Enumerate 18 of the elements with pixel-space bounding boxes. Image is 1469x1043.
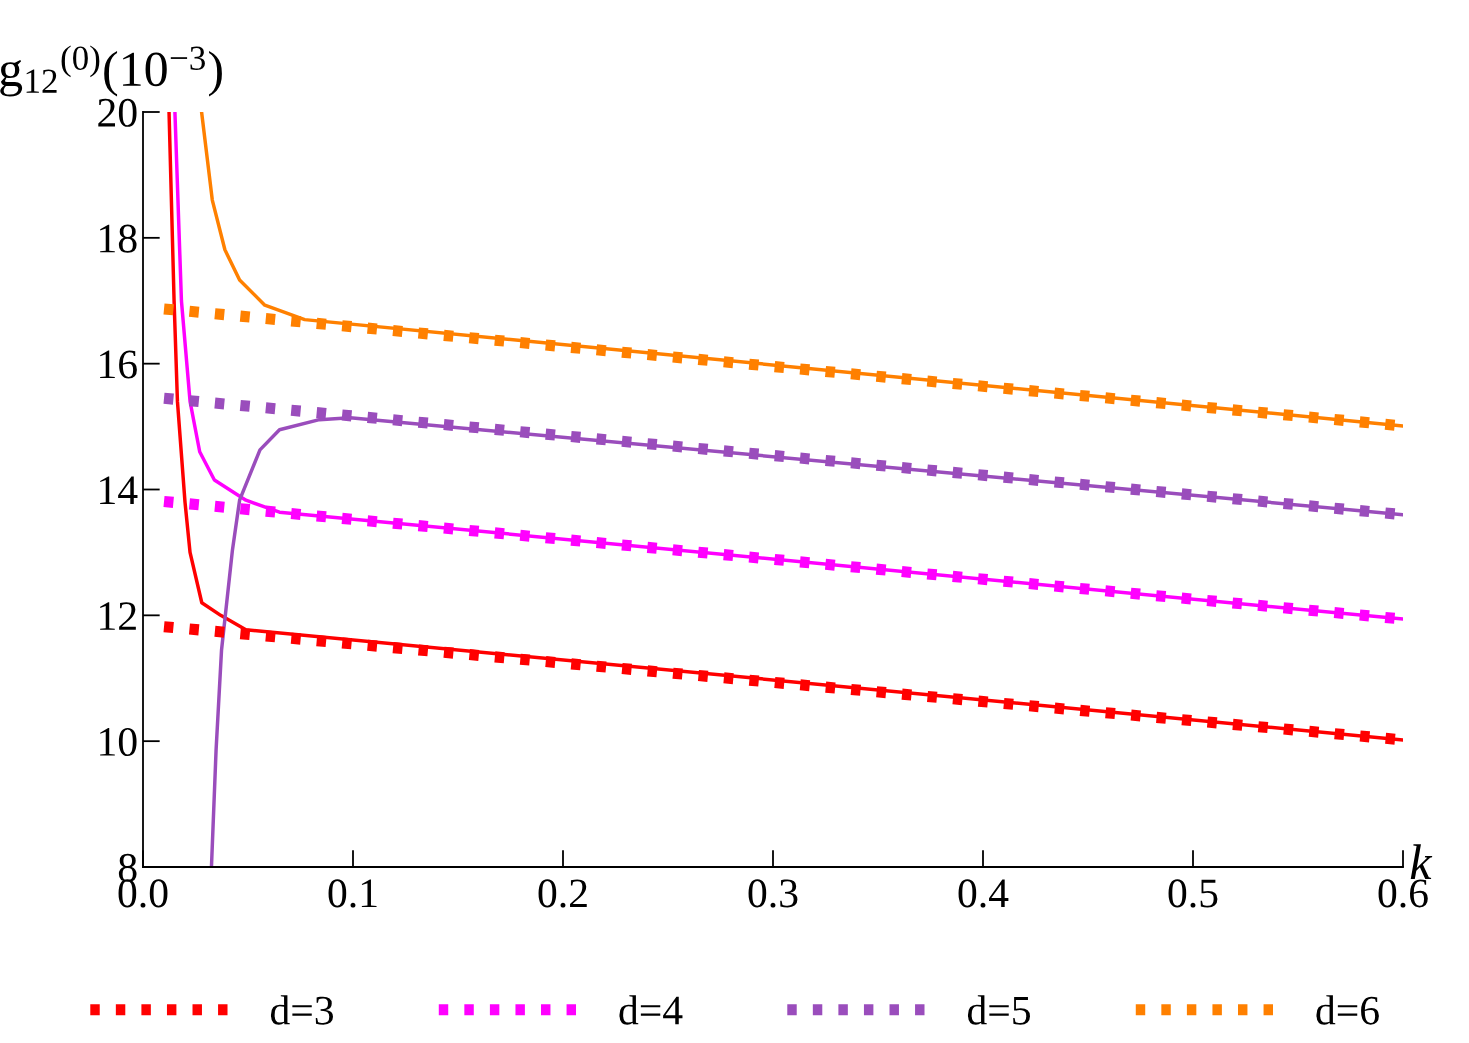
y-tick-label: 12 — [100, 602, 136, 630]
y-tick-label: 18 — [100, 224, 137, 253]
legend-label: d=3 — [270, 995, 333, 1025]
x-tick-label: 0.2 — [538, 879, 587, 908]
y-tick-label: 10 — [100, 727, 137, 757]
y-axis-title: g$_{12}$$^{(0)}$(10$^{−3}$) — [0, 45, 222, 97]
legend-label: d=5 — [967, 995, 1030, 1025]
x-tick-label: 0.5 — [1168, 879, 1218, 908]
x-tick-label: 0.3 — [748, 879, 798, 908]
y-tick-label: 14 — [100, 476, 138, 504]
x-tick-label: 0.4 — [958, 879, 1009, 908]
y-tick-label: 20 — [98, 98, 137, 127]
x-tick-label: 0.1 — [328, 879, 377, 908]
legend-label: d=4 — [619, 995, 683, 1025]
y-tick-label: 16 — [100, 350, 137, 379]
x-tick-label: 0.6 — [1378, 879, 1428, 908]
legend-label: d=6 — [1316, 995, 1379, 1025]
x-axis-title: k — [1410, 844, 1433, 880]
